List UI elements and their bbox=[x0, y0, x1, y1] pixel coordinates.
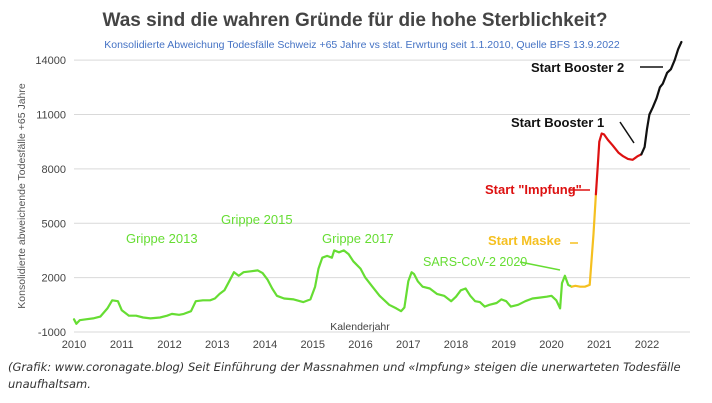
x-tick-label: 2010 bbox=[62, 339, 86, 351]
x-tick-label: 2018 bbox=[444, 339, 468, 351]
series-group bbox=[72, 40, 683, 325]
annotation-start-booster-1: Start Booster 1 bbox=[511, 115, 604, 130]
annotation-grippe-2015: Grippe 2015 bbox=[221, 212, 293, 227]
annotation-start-impfung: Start "Impfung" bbox=[485, 182, 582, 197]
x-tick-label: 2014 bbox=[253, 339, 277, 351]
chart-container: Was sind die wahren Gründe für die hohe … bbox=[16, 10, 690, 351]
annotation-start-maske: Start Maske bbox=[488, 233, 561, 248]
y-tick-label: 14000 bbox=[35, 55, 66, 67]
annotation-start-booster-2: Start Booster 2 bbox=[531, 60, 624, 75]
chart-title: Was sind die wahren Gründe für die hohe … bbox=[103, 10, 608, 31]
line-chart: Was sind die wahren Gründe für die hohe … bbox=[16, 10, 690, 351]
image-caption: (Grafik: www.coronagate.blog) Seit Einfü… bbox=[8, 360, 681, 391]
arrow-sars-cov-2 bbox=[519, 261, 561, 271]
y-tick-label: 11000 bbox=[36, 110, 66, 122]
x-tick-label: 2021 bbox=[587, 339, 611, 351]
arrow-start-booster-1 bbox=[619, 121, 635, 144]
series-line-2 bbox=[570, 193, 598, 288]
annotations: Grippe 2013 Grippe 2015 Grippe 2017 SARS… bbox=[126, 60, 663, 271]
y-tick-label: 2000 bbox=[42, 273, 66, 285]
x-tick-label: 2013 bbox=[205, 339, 229, 351]
x-tick-label: 2012 bbox=[157, 339, 181, 351]
x-tick-label: 2019 bbox=[492, 339, 516, 351]
annotation-sars-cov-2-2020: SARS-CoV-2 2020 bbox=[423, 255, 527, 269]
axes: -1000 2000 5000 8000 11000 14000 2010 2011 2012 2… bbox=[35, 55, 659, 351]
x-tick-label: 2015 bbox=[301, 339, 325, 351]
y-tick-label: 8000 bbox=[42, 164, 66, 176]
series-line-3 bbox=[594, 132, 643, 196]
chart-subtitle: Konsolidierte Abweichung Todesfälle Schw… bbox=[104, 39, 620, 51]
x-axis-label: Kalenderjahr bbox=[330, 321, 390, 333]
annotation-grippe-2013: Grippe 2013 bbox=[126, 231, 198, 246]
y-axis-label: Konsolidierte abweichende Todesfälle +65… bbox=[16, 83, 28, 309]
x-tick-label: 2022 bbox=[635, 339, 659, 351]
series-line-1 bbox=[72, 249, 573, 325]
annotation-grippe-2017: Grippe 2017 bbox=[322, 231, 394, 246]
gridlines bbox=[74, 59, 690, 333]
y-tick-label: 5000 bbox=[42, 218, 66, 230]
x-tick-label: 2020 bbox=[539, 339, 563, 351]
x-tick-label: 2017 bbox=[396, 339, 420, 351]
x-tick-label: 2016 bbox=[348, 339, 372, 351]
y-tick-label: -1000 bbox=[38, 327, 66, 339]
x-tick-label: 2011 bbox=[110, 339, 134, 351]
series-line-4 bbox=[640, 40, 683, 156]
